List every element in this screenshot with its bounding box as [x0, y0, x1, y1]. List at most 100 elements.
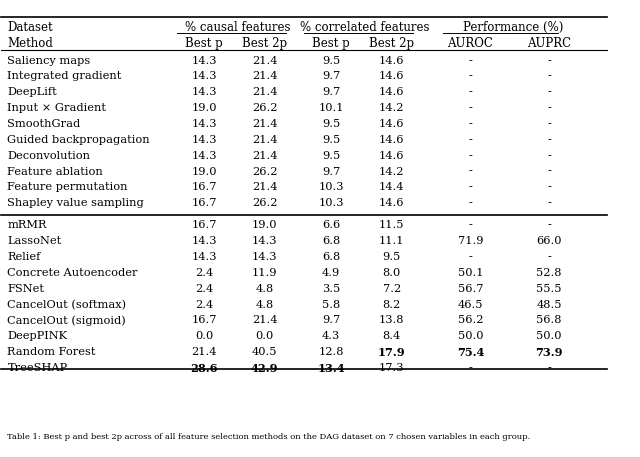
Text: 16.7: 16.7	[191, 315, 217, 325]
Text: Dataset: Dataset	[8, 21, 53, 34]
Text: 14.3: 14.3	[191, 252, 217, 262]
Text: 9.5: 9.5	[322, 119, 340, 129]
Text: 7.2: 7.2	[383, 284, 401, 294]
Text: CancelOut (sigmoid): CancelOut (sigmoid)	[8, 315, 126, 326]
Text: 14.3: 14.3	[191, 151, 217, 161]
Text: LassoNet: LassoNet	[8, 236, 61, 246]
Text: 66.0: 66.0	[536, 236, 562, 246]
Text: 14.6: 14.6	[379, 87, 404, 97]
Text: 9.7: 9.7	[322, 71, 340, 81]
Text: Saliency maps: Saliency maps	[8, 56, 91, 66]
Text: -: -	[547, 119, 551, 129]
Text: -: -	[468, 166, 472, 176]
Text: Best p: Best p	[185, 37, 223, 50]
Text: 14.2: 14.2	[379, 166, 404, 176]
Text: -: -	[468, 252, 472, 262]
Text: 19.0: 19.0	[252, 220, 277, 230]
Text: 8.4: 8.4	[383, 331, 401, 341]
Text: Table 1: Best p and best 2p across of all feature selection methods on the DAG d: Table 1: Best p and best 2p across of al…	[8, 433, 531, 441]
Text: 50.1: 50.1	[458, 268, 483, 278]
Text: -: -	[468, 103, 472, 113]
Text: DeepLift: DeepLift	[8, 87, 57, 97]
Text: 50.0: 50.0	[458, 331, 483, 341]
Text: 26.2: 26.2	[252, 166, 277, 176]
Text: 6.6: 6.6	[322, 220, 340, 230]
Text: -: -	[547, 71, 551, 81]
Text: 8.0: 8.0	[383, 268, 401, 278]
Text: 9.5: 9.5	[322, 56, 340, 66]
Text: 28.6: 28.6	[190, 363, 218, 374]
Text: 21.4: 21.4	[252, 87, 277, 97]
Text: 4.8: 4.8	[255, 284, 274, 294]
Text: -: -	[547, 252, 551, 262]
Text: -: -	[547, 220, 551, 230]
Text: TreeSHAP: TreeSHAP	[8, 363, 68, 373]
Text: 11.5: 11.5	[379, 220, 404, 230]
Text: 3.5: 3.5	[322, 284, 340, 294]
Text: -: -	[468, 220, 472, 230]
Text: 4.3: 4.3	[322, 331, 340, 341]
Text: 14.6: 14.6	[379, 135, 404, 145]
Text: 52.8: 52.8	[536, 268, 562, 278]
Text: 56.7: 56.7	[458, 284, 483, 294]
Text: 10.3: 10.3	[319, 182, 344, 192]
Text: Relief: Relief	[8, 252, 41, 262]
Text: Method: Method	[8, 37, 53, 50]
Text: 14.3: 14.3	[191, 56, 217, 66]
Text: -: -	[547, 363, 551, 373]
Text: 16.7: 16.7	[191, 220, 217, 230]
Text: 14.6: 14.6	[379, 119, 404, 129]
Text: Shapley value sampling: Shapley value sampling	[8, 198, 144, 208]
Text: 26.2: 26.2	[252, 198, 277, 208]
Text: 2.4: 2.4	[195, 284, 213, 294]
Text: 14.2: 14.2	[379, 103, 404, 113]
Text: -: -	[468, 198, 472, 208]
Text: 14.3: 14.3	[252, 252, 277, 262]
Text: 21.4: 21.4	[252, 182, 277, 192]
Text: -: -	[547, 151, 551, 161]
Text: 10.3: 10.3	[319, 198, 344, 208]
Text: -: -	[468, 151, 472, 161]
Text: 55.5: 55.5	[536, 284, 562, 294]
Text: 40.5: 40.5	[252, 347, 277, 357]
Text: 14.6: 14.6	[379, 151, 404, 161]
Text: Feature ablation: Feature ablation	[8, 166, 103, 176]
Text: 16.7: 16.7	[191, 182, 217, 192]
Text: -: -	[468, 56, 472, 66]
Text: 0.0: 0.0	[195, 331, 213, 341]
Text: 17.9: 17.9	[378, 347, 406, 358]
Text: 21.4: 21.4	[252, 119, 277, 129]
Text: AUPRC: AUPRC	[527, 37, 571, 50]
Text: 11.1: 11.1	[379, 236, 404, 246]
Text: 14.6: 14.6	[379, 71, 404, 81]
Text: Input × Gradient: Input × Gradient	[8, 103, 106, 113]
Text: 0.0: 0.0	[255, 331, 274, 341]
Text: -: -	[547, 182, 551, 192]
Text: FSNet: FSNet	[8, 284, 44, 294]
Text: 56.2: 56.2	[458, 315, 483, 325]
Text: -: -	[547, 56, 551, 66]
Text: 21.4: 21.4	[252, 56, 277, 66]
Text: 14.3: 14.3	[191, 236, 217, 246]
Text: 42.9: 42.9	[251, 363, 278, 374]
Text: 5.8: 5.8	[322, 300, 340, 309]
Text: 16.7: 16.7	[191, 198, 217, 208]
Text: 14.3: 14.3	[191, 71, 217, 81]
Text: 14.3: 14.3	[252, 236, 277, 246]
Text: -: -	[468, 71, 472, 81]
Text: 21.4: 21.4	[252, 135, 277, 145]
Text: % causal features: % causal features	[185, 21, 290, 34]
Text: 50.0: 50.0	[536, 331, 562, 341]
Text: 19.0: 19.0	[191, 166, 217, 176]
Text: 75.4: 75.4	[457, 347, 484, 358]
Text: Concrete Autoencoder: Concrete Autoencoder	[8, 268, 138, 278]
Text: 8.2: 8.2	[383, 300, 401, 309]
Text: Best p: Best p	[312, 37, 350, 50]
Text: 17.3: 17.3	[379, 363, 404, 373]
Text: 26.2: 26.2	[252, 103, 277, 113]
Text: 6.8: 6.8	[322, 236, 340, 246]
Text: 21.4: 21.4	[191, 347, 217, 357]
Text: -: -	[547, 103, 551, 113]
Text: -: -	[547, 87, 551, 97]
Text: 56.8: 56.8	[536, 315, 562, 325]
